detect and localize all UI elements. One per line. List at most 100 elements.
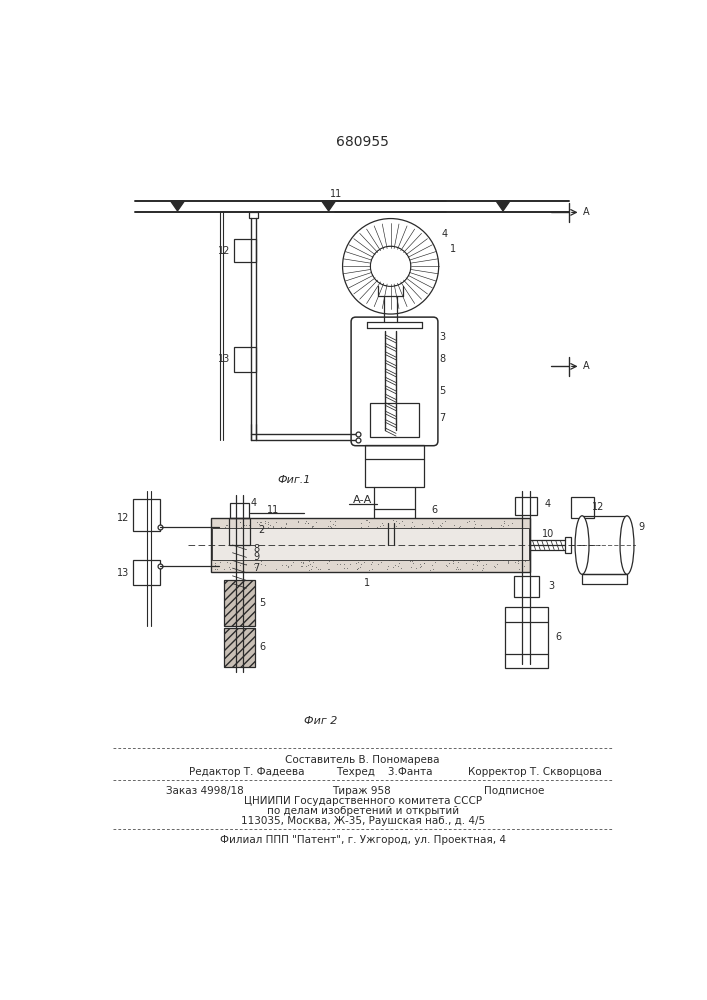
Point <box>240 535 252 551</box>
Point <box>252 542 263 558</box>
Point <box>219 561 230 577</box>
Text: 10: 10 <box>542 529 554 539</box>
Point <box>490 523 501 539</box>
Point <box>467 548 479 564</box>
Point <box>339 531 350 547</box>
Point <box>460 540 472 556</box>
Point <box>429 538 440 554</box>
Point <box>493 520 504 536</box>
Point <box>509 537 520 553</box>
Point <box>363 537 374 553</box>
Point <box>303 528 315 544</box>
Point <box>211 561 222 577</box>
Point <box>346 551 357 567</box>
Point <box>237 560 248 576</box>
Text: 113035, Москва, Ж-35, Раушская наб., д. 4/5: 113035, Москва, Ж-35, Раушская наб., д. … <box>240 816 485 826</box>
Point <box>390 513 402 529</box>
Point <box>414 559 426 575</box>
Ellipse shape <box>620 516 634 574</box>
Point <box>245 534 257 550</box>
Point <box>244 522 255 538</box>
Point <box>395 546 407 562</box>
Point <box>327 528 339 544</box>
Point <box>368 532 379 548</box>
Point <box>256 552 267 568</box>
Point <box>270 514 281 530</box>
Point <box>390 557 401 573</box>
Point <box>496 520 507 536</box>
Point <box>408 547 419 563</box>
Point <box>417 545 428 561</box>
Point <box>269 548 281 564</box>
Point <box>411 544 423 560</box>
Point <box>416 524 428 540</box>
Point <box>438 545 450 561</box>
Point <box>215 547 226 563</box>
Point <box>211 558 223 574</box>
Point <box>394 531 405 547</box>
Point <box>312 561 324 577</box>
Point <box>216 542 227 558</box>
Point <box>246 549 257 565</box>
Point <box>238 559 249 575</box>
Point <box>269 533 280 549</box>
Point <box>496 517 507 533</box>
Point <box>306 558 317 574</box>
Point <box>210 555 221 571</box>
Point <box>473 550 484 566</box>
Point <box>357 542 368 558</box>
Point <box>306 524 317 540</box>
Point <box>474 521 486 537</box>
Polygon shape <box>322 201 336 211</box>
Point <box>426 557 438 573</box>
Point <box>450 549 461 565</box>
Point <box>475 552 486 568</box>
Point <box>359 525 370 541</box>
Point <box>298 549 310 565</box>
Point <box>387 536 399 552</box>
Point <box>352 561 363 577</box>
Point <box>433 519 444 535</box>
Point <box>245 529 256 545</box>
Point <box>236 536 247 552</box>
Point <box>365 556 376 572</box>
Point <box>216 545 227 561</box>
Point <box>221 539 233 555</box>
Text: по делам изобретений и открытий: по делам изобретений и открытий <box>267 806 459 816</box>
Point <box>339 549 351 565</box>
Point <box>325 513 336 529</box>
Point <box>501 539 512 555</box>
Text: A: A <box>583 207 590 217</box>
Point <box>428 561 439 577</box>
Bar <box>249 212 258 218</box>
Point <box>347 527 358 543</box>
Point <box>426 513 437 529</box>
Point <box>450 561 462 577</box>
Point <box>288 541 299 557</box>
Point <box>349 532 360 548</box>
Point <box>346 550 357 566</box>
Text: 680955: 680955 <box>337 135 389 149</box>
Point <box>322 540 334 556</box>
Point <box>307 542 318 558</box>
Point <box>489 558 500 574</box>
Point <box>300 513 312 529</box>
Point <box>484 532 496 548</box>
Point <box>255 526 267 542</box>
Point <box>221 545 232 561</box>
Point <box>344 556 356 572</box>
Point <box>317 531 328 547</box>
Point <box>382 519 394 535</box>
Point <box>391 538 402 554</box>
Point <box>428 523 440 539</box>
Point <box>406 553 417 569</box>
Point <box>510 527 522 543</box>
Point <box>521 546 532 562</box>
Point <box>355 519 366 535</box>
Point <box>441 551 452 567</box>
Point <box>407 555 419 571</box>
Point <box>472 533 484 549</box>
Point <box>333 521 344 537</box>
Point <box>469 543 481 559</box>
Point <box>516 522 527 538</box>
